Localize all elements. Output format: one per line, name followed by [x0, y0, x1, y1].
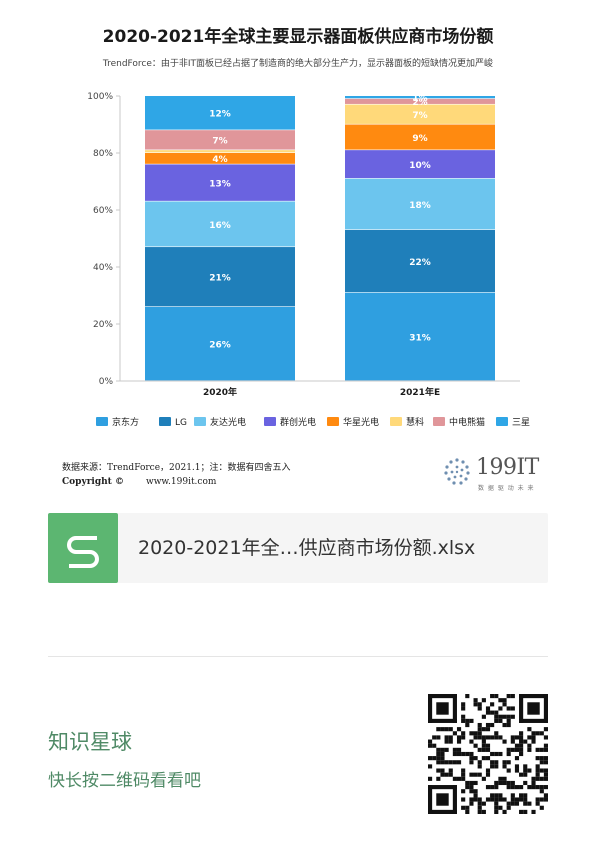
legend-label: LG	[175, 418, 187, 428]
bar-segment	[345, 96, 495, 99]
legend-swatch	[433, 417, 445, 426]
chart-subtitle: TrendForce：由于非IT面板已经占据了制造商的绝大部分生产力，显示器面板…	[102, 59, 494, 69]
globe-dots-icon	[444, 458, 470, 485]
bar-value-label: 31%	[409, 333, 431, 343]
bar-value-label: 18%	[409, 201, 431, 211]
promo-title: 知识星球	[48, 730, 132, 754]
legend-swatch	[159, 417, 171, 426]
bar-value-label: 9%	[412, 134, 427, 144]
bar-segment	[145, 247, 295, 307]
y-tick-label: 100%	[87, 92, 113, 102]
legend-swatch	[96, 417, 108, 426]
source-note: 数据来源：TrendForce，2021.1；注：数据有四舍五入	[62, 463, 291, 473]
y-tick-label: 20%	[93, 320, 113, 330]
x-category-label: 2021年E	[400, 386, 440, 398]
chart-title: 2020-2021年全球主要显示器面板供应商市场份额	[102, 27, 494, 47]
legend-swatch	[327, 417, 339, 426]
bar-segment	[345, 229, 495, 293]
brand-logo: 199IT 数 据 驱 动 未 来	[440, 455, 550, 492]
bar-segment	[345, 124, 495, 150]
bar-value-label: 4%	[212, 155, 227, 165]
bar-value-label: 22%	[409, 258, 431, 268]
bar-segment	[345, 98, 495, 104]
bar-value-label: 26%	[209, 340, 231, 350]
bar-value-label: 2%	[412, 98, 427, 108]
legend-label: 友达光电	[210, 416, 246, 428]
y-tick-label: 0%	[99, 377, 114, 387]
spreadsheet-s-icon	[48, 513, 118, 583]
legend-swatch	[194, 417, 206, 426]
bar-segment	[145, 130, 295, 150]
legend-label: 华星光电	[343, 416, 379, 428]
bar-value-label: 7%	[212, 137, 227, 147]
legend-label: 慧科	[406, 416, 424, 428]
y-tick-label: 80%	[93, 149, 113, 159]
x-category-label: 2020年	[203, 386, 237, 398]
bar-segment	[145, 201, 295, 247]
y-tick-label: 60%	[93, 206, 113, 216]
legend-swatch	[390, 417, 402, 426]
bar-segment	[145, 306, 295, 381]
legend-swatch	[264, 417, 276, 426]
attachment-file-name[interactable]: 2020-2021年全…供应商市场份额.xlsx	[138, 537, 476, 559]
bar-segment	[345, 150, 495, 179]
bar-value-label: 16%	[209, 221, 231, 231]
section-divider	[48, 656, 548, 657]
bar-segment	[345, 104, 495, 124]
copyright-line: Copyright © www.199it.com	[62, 477, 216, 487]
bar-segment	[345, 178, 495, 230]
bar-segment	[145, 150, 295, 153]
attachment-card[interactable]: 2020-2021年全…供应商市场份额.xlsx	[48, 513, 548, 583]
bar-value-label: 1%	[412, 94, 427, 104]
bar-value-label: 21%	[209, 273, 231, 283]
bar-value-label: 7%	[412, 111, 427, 121]
legend-label: 京东方	[112, 416, 139, 428]
legend-label: 群创光电	[280, 416, 316, 428]
bar-segment	[145, 153, 295, 164]
stacked-bar-chart: 0% 20% 40% 60% 80% 100% 26% 21% 16% 13% 4% 7% 12% 202…	[87, 92, 530, 428]
qr-code-icon[interactable]	[428, 694, 548, 814]
bar-segment	[145, 164, 295, 201]
legend-swatch	[496, 417, 508, 426]
bar-segment	[345, 292, 495, 381]
bar-value-label: 13%	[209, 179, 231, 189]
logo-tagline: 数 据 驱 动 未 来	[478, 485, 535, 492]
bar-value-label: 12%	[209, 110, 231, 120]
legend-label: 中电熊猫	[449, 416, 485, 428]
y-tick-label: 40%	[93, 263, 113, 273]
logo-text: 199IT	[476, 455, 539, 480]
bar-value-label: 10%	[409, 161, 431, 171]
bar-segment	[145, 96, 295, 130]
legend-label: 三星	[512, 417, 530, 428]
copyright-label: Copyright ©	[62, 477, 124, 487]
copyright-site: www.199it.com	[145, 477, 217, 487]
promo-subtitle: 快长按二维码看看吧	[48, 771, 201, 791]
